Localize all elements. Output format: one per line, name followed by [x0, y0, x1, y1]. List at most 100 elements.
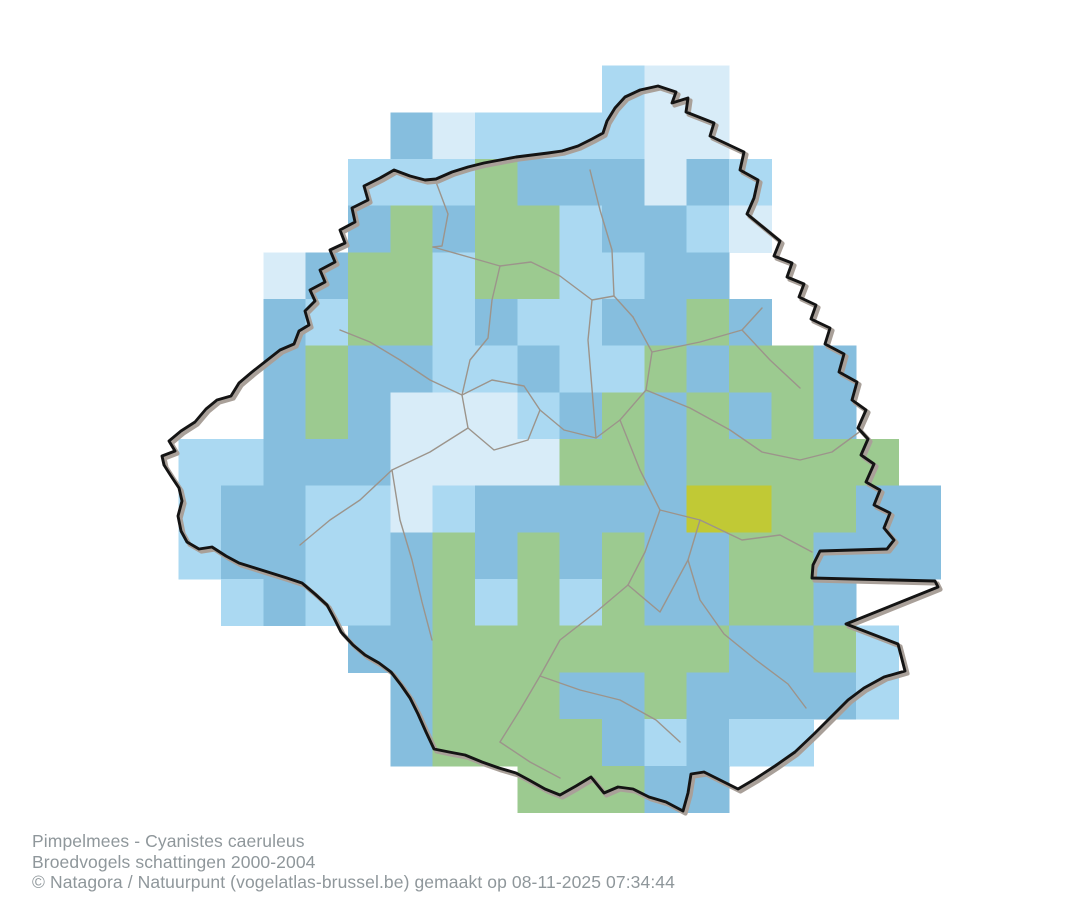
- grid-cell: [771, 345, 815, 393]
- grid-cell: [898, 485, 942, 533]
- grid-cell: [686, 205, 730, 253]
- grid-cell: [728, 159, 772, 207]
- grid-cell: [855, 532, 899, 580]
- grid-cell: [432, 625, 476, 673]
- grid-cell: [475, 112, 518, 160]
- grid-cell: [517, 159, 561, 207]
- grid-cell: [348, 345, 391, 393]
- survey-subtitle: Broedvogels schattingen 2000-2004: [32, 851, 316, 872]
- grid-cell: [644, 625, 688, 673]
- grid-cell: [432, 485, 476, 533]
- grid-cell: [686, 252, 730, 300]
- species-title: Pimpelmees - Cyanistes caeruleus: [32, 831, 305, 851]
- grid-cell: [728, 532, 772, 580]
- grid-cell: [644, 719, 688, 767]
- grid-cell: [348, 579, 391, 627]
- grid-cell: [686, 345, 730, 393]
- grid-cell: [517, 299, 561, 347]
- grid-cell: [432, 579, 476, 627]
- grid-cell: [602, 719, 645, 767]
- grid-cell: [602, 252, 645, 300]
- grid-cell: [771, 625, 815, 673]
- grid-cell: [432, 345, 476, 393]
- grid-cell: [686, 392, 730, 440]
- grid-cell: [432, 112, 476, 160]
- grid-cell: [517, 392, 561, 440]
- grid-cell: [517, 532, 561, 580]
- grid-cell: [813, 439, 857, 487]
- municipal-boundaries: [299, 169, 863, 779]
- grid-cell: [644, 439, 688, 487]
- grid-cell: [728, 719, 772, 767]
- grid-cell: [644, 532, 688, 580]
- grid-cell: [728, 392, 772, 440]
- grid-cell: [559, 299, 603, 347]
- grid-cell: [644, 252, 688, 300]
- grid-cell: [686, 65, 730, 113]
- grid-cell: [728, 439, 772, 487]
- grid-cell: [178, 485, 222, 533]
- grid-cell: [771, 532, 815, 580]
- grid-cell: [475, 625, 518, 673]
- grid-cell: [390, 205, 434, 253]
- grid-cell: [686, 672, 730, 720]
- grid-cell: [475, 439, 518, 487]
- grid-cell: [390, 345, 434, 393]
- grid-cell: [559, 579, 603, 627]
- grid-cell: [348, 532, 391, 580]
- grid-cell: [686, 439, 730, 487]
- grid-cell: [517, 579, 561, 627]
- grid-cell: [602, 625, 645, 673]
- grid-cell: [728, 579, 772, 627]
- grid-cell: [475, 205, 518, 253]
- grid-cell: [517, 252, 561, 300]
- grid-cell: [602, 579, 645, 627]
- grid-cell: [432, 252, 476, 300]
- grid-cell: [475, 485, 518, 533]
- grid-cell: [644, 112, 688, 160]
- grid-cell: [432, 392, 476, 440]
- grid-cell: [517, 205, 561, 253]
- grid-cell: [686, 579, 730, 627]
- grid-cell: [305, 485, 349, 533]
- grid-cell: [263, 252, 307, 300]
- grid-cell: [432, 439, 476, 487]
- grid-cell: [686, 485, 730, 533]
- grid-cell: [390, 252, 434, 300]
- grid-cell: [348, 392, 391, 440]
- grid-cell: [813, 485, 857, 533]
- grid-cell: [348, 485, 391, 533]
- grid-cell: [644, 299, 688, 347]
- grid-cell: [602, 205, 645, 253]
- grid-cell: [221, 579, 264, 627]
- grid-cell: [178, 439, 222, 487]
- grid-cell: [475, 672, 518, 720]
- region-border: [160, 84, 943, 816]
- grid-cell: [813, 625, 857, 673]
- caption-block: Pimpelmees - Cyanistes caeruleus Broedvo…: [32, 831, 675, 893]
- grid-cell: [390, 392, 434, 440]
- grid-cell: [263, 392, 307, 440]
- grid-cell: [686, 159, 730, 207]
- grid-cell: [813, 579, 857, 627]
- grid-cell: [475, 532, 518, 580]
- grid-cell: [602, 345, 645, 393]
- grid-cell: [771, 485, 815, 533]
- grid-cell: [771, 579, 815, 627]
- grid-cell: [559, 672, 603, 720]
- grid-cell: [305, 345, 349, 393]
- grid-cell: [602, 532, 645, 580]
- grid-cell: [390, 299, 434, 347]
- grid-cell: [432, 299, 476, 347]
- grid-cell: [475, 299, 518, 347]
- grid-cell: [602, 439, 645, 487]
- grid-cell: [305, 392, 349, 440]
- grid-cell: [602, 672, 645, 720]
- grid-cell: [686, 532, 730, 580]
- grid-cell: [771, 672, 815, 720]
- grid-cell: [221, 485, 264, 533]
- grid-cell: [517, 719, 561, 767]
- grid-cell: [517, 485, 561, 533]
- grid-cell: [432, 205, 476, 253]
- grid-cell: [686, 299, 730, 347]
